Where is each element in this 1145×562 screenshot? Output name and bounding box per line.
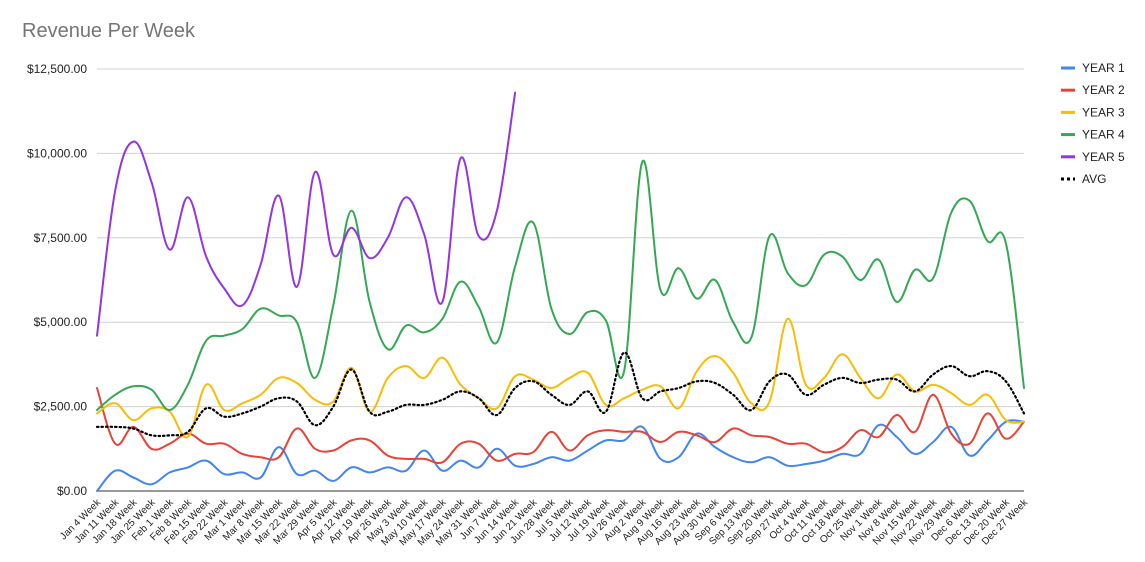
legend-label: YEAR 5 bbox=[1082, 150, 1125, 164]
y-tick-label: $10,000.00 bbox=[27, 146, 87, 160]
y-tick-label: $5,000.00 bbox=[34, 315, 88, 329]
legend-label: YEAR 3 bbox=[1082, 105, 1125, 119]
chart-title: Revenue Per Week bbox=[22, 20, 196, 42]
series-line-year-5 bbox=[96, 91, 517, 337]
legend-label: YEAR 2 bbox=[1082, 83, 1125, 97]
legend-label: YEAR 4 bbox=[1082, 128, 1125, 142]
legend-label: AVG bbox=[1082, 172, 1106, 186]
y-tick-label: $0.00 bbox=[57, 484, 87, 498]
series-line-year-1 bbox=[96, 419, 1025, 492]
y-tick-label: $2,500.00 bbox=[34, 400, 88, 414]
y-tick-label: $7,500.00 bbox=[34, 231, 88, 245]
y-tick-label: $12,500.00 bbox=[27, 62, 87, 76]
series-line-year-3 bbox=[96, 317, 1025, 439]
series-line-avg bbox=[95, 351, 1026, 438]
legend-label: YEAR 1 bbox=[1082, 61, 1125, 75]
series-line-year-4 bbox=[96, 159, 1025, 411]
series-line-year-2 bbox=[96, 387, 1025, 464]
